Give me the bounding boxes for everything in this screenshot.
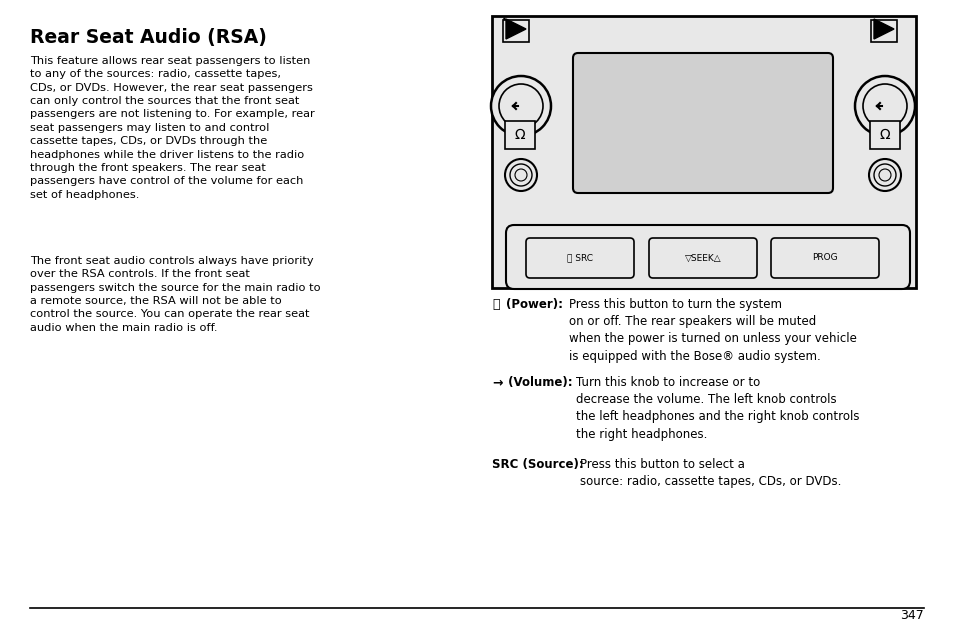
Text: This feature allows rear seat passengers to listen
to any of the sources: radio,: This feature allows rear seat passengers… [30, 56, 314, 200]
Text: The front seat audio controls always have priority
over the RSA controls. If the: The front seat audio controls always hav… [30, 256, 320, 333]
Circle shape [491, 76, 551, 136]
Text: →: → [492, 376, 502, 389]
Circle shape [868, 159, 900, 191]
FancyBboxPatch shape [573, 53, 832, 193]
Circle shape [510, 164, 532, 186]
Polygon shape [873, 19, 893, 39]
Circle shape [873, 164, 895, 186]
Circle shape [862, 84, 906, 128]
Text: Turn this knob to increase or to
decrease the volume. The left knob controls
the: Turn this knob to increase or to decreas… [576, 376, 859, 441]
Text: (Volume):: (Volume): [503, 376, 577, 389]
Circle shape [515, 169, 526, 181]
Circle shape [878, 169, 890, 181]
FancyBboxPatch shape [525, 238, 634, 278]
Circle shape [498, 84, 542, 128]
Polygon shape [503, 18, 523, 36]
FancyBboxPatch shape [870, 20, 896, 42]
Text: Press this button to turn the system
on or off. The rear speakers will be muted
: Press this button to turn the system on … [568, 298, 856, 363]
Polygon shape [505, 19, 525, 39]
Text: ▽SEEK△: ▽SEEK△ [684, 254, 720, 263]
Text: Ω: Ω [879, 128, 889, 142]
FancyBboxPatch shape [648, 238, 757, 278]
Text: 347: 347 [900, 609, 923, 622]
Text: Press this button to select a
source: radio, cassette tapes, CDs, or DVDs.: Press this button to select a source: ra… [579, 458, 841, 488]
Text: Rear Seat Audio (RSA): Rear Seat Audio (RSA) [30, 28, 267, 47]
Text: (Power):: (Power): [505, 298, 566, 311]
Text: SRC (Source):: SRC (Source): [492, 458, 587, 471]
FancyBboxPatch shape [504, 121, 535, 149]
Text: ⏻ SRC: ⏻ SRC [566, 254, 593, 263]
Text: Ω: Ω [515, 128, 525, 142]
FancyBboxPatch shape [869, 121, 899, 149]
FancyBboxPatch shape [770, 238, 878, 278]
Text: ⏻: ⏻ [492, 298, 499, 311]
Circle shape [854, 76, 914, 136]
Circle shape [504, 159, 537, 191]
FancyBboxPatch shape [502, 20, 529, 42]
Text: PROG: PROG [811, 254, 837, 263]
FancyBboxPatch shape [505, 225, 909, 289]
FancyBboxPatch shape [492, 16, 915, 288]
